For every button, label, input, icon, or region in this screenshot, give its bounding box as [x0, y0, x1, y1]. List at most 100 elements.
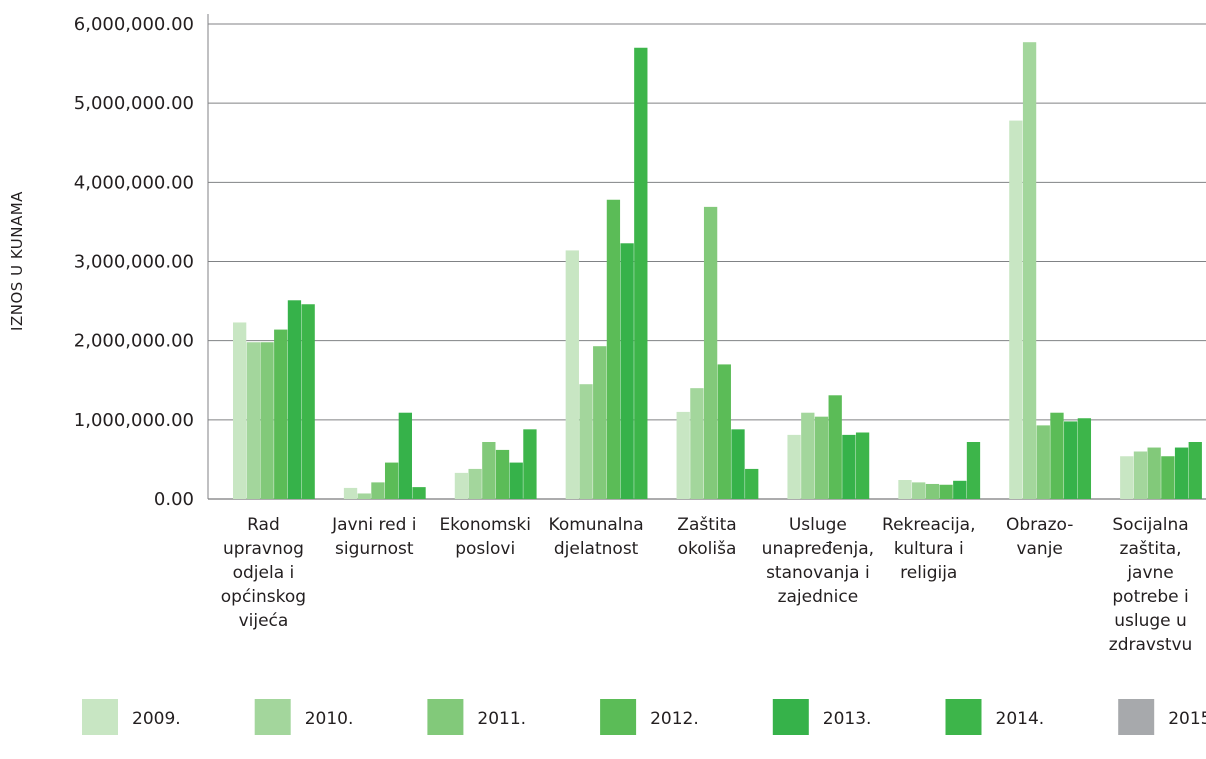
bar	[1161, 456, 1175, 499]
bar	[828, 395, 842, 499]
bar	[246, 342, 260, 499]
bar	[1077, 418, 1092, 499]
bar	[384, 462, 399, 499]
bar	[966, 442, 981, 499]
legend-swatch	[1118, 699, 1155, 735]
bar	[482, 442, 496, 499]
bar	[939, 484, 953, 499]
legend-swatch	[427, 699, 464, 735]
legend-label: 2011.	[477, 709, 526, 729]
category-label: unapređenja,	[762, 539, 874, 559]
bar	[1022, 42, 1037, 499]
legend-swatch	[945, 699, 982, 735]
y-tick-label: 1,000,000.00	[74, 410, 194, 431]
bar	[1050, 412, 1064, 499]
bar	[301, 304, 315, 499]
y-axis-label: IZNOS U KUNAMA	[8, 191, 26, 331]
legend-label: 2010.	[305, 709, 354, 729]
legend-label: 2013.	[823, 709, 872, 729]
category-label: potrebe i	[1112, 587, 1188, 607]
bar	[676, 411, 690, 499]
y-tick-label: 3,000,000.00	[74, 252, 194, 273]
category-label: zajednice	[778, 587, 859, 607]
bar	[357, 493, 371, 499]
bar	[1188, 442, 1202, 499]
bar	[233, 322, 247, 499]
bar	[274, 329, 288, 499]
legend-swatch	[254, 699, 291, 735]
bar	[371, 482, 385, 499]
bar	[287, 300, 302, 499]
category-label: upravnog	[223, 539, 304, 559]
bar	[898, 480, 912, 499]
bar	[745, 468, 759, 499]
category-label: vanje	[1016, 539, 1062, 559]
bar	[1120, 456, 1134, 499]
y-tick-label: 2,000,000.00	[74, 331, 194, 352]
bar	[593, 346, 607, 499]
x-axis-categories: Rad upravnog odjela i općinskog vijeća Javni …	[221, 515, 1193, 655]
legend-label: 2014.	[996, 709, 1045, 729]
category-label: Obrazo-	[1006, 515, 1073, 535]
legend-swatch	[772, 699, 809, 735]
bar	[495, 449, 510, 499]
category-label: religija	[900, 563, 957, 583]
category-label: usluge u	[1114, 611, 1187, 631]
category-label: zdravstvu	[1109, 635, 1193, 655]
category-label: poslovi	[455, 539, 515, 559]
bar	[412, 487, 426, 499]
y-tick-label: 0.00	[154, 489, 194, 510]
category-label: Javni red i	[331, 515, 416, 535]
bar	[842, 434, 856, 499]
legend-label: 2012.	[650, 709, 699, 729]
category-label: općinskog	[221, 587, 306, 607]
bar	[953, 480, 967, 499]
bar	[731, 429, 745, 499]
y-axis-ticks: 0.00 1,000,000.00 2,000,000.00 3,000,000.00…	[74, 14, 194, 510]
bars	[233, 42, 1202, 499]
category-label: okoliša	[678, 539, 737, 559]
category-label: Usluge	[789, 515, 847, 535]
legend-swatch	[600, 699, 637, 735]
bar	[855, 432, 870, 499]
category-label: djelatnost	[554, 539, 639, 559]
bar	[260, 342, 274, 499]
legend-swatch	[82, 699, 118, 735]
bar	[579, 384, 593, 499]
legend-label: 2009.	[132, 709, 181, 729]
bar	[454, 472, 469, 499]
y-tick-label: 5,000,000.00	[74, 93, 194, 114]
bar	[565, 250, 579, 499]
legend-label: 2015.	[1168, 709, 1206, 729]
category-label: javne	[1126, 563, 1173, 583]
category-label: Rad	[247, 515, 280, 535]
category-label: stanovanja i	[766, 563, 870, 583]
bar	[509, 462, 523, 499]
bar	[1147, 447, 1161, 499]
bar	[925, 483, 940, 499]
bar	[912, 482, 926, 499]
y-tick-label: 4,000,000.00	[74, 172, 194, 193]
category-label: kultura i	[894, 539, 964, 559]
category-label: sigurnost	[335, 539, 414, 559]
bar	[523, 429, 537, 499]
bar	[468, 468, 482, 499]
bar	[801, 412, 815, 499]
bar	[1009, 120, 1023, 499]
category-label: Komunalna	[549, 515, 644, 535]
bar	[1174, 447, 1189, 499]
bar	[620, 243, 634, 499]
category-label: Rekreacija,	[882, 515, 975, 535]
bar	[398, 412, 412, 499]
bar	[606, 199, 621, 499]
bar	[1036, 425, 1050, 499]
category-label: Zaštita	[677, 515, 736, 535]
bar	[703, 206, 718, 499]
bar	[690, 388, 704, 499]
bar	[634, 47, 648, 499]
category-label: Socijalna	[1112, 515, 1188, 535]
bar	[717, 364, 731, 499]
category-label: zaštita,	[1120, 539, 1182, 559]
bar	[787, 434, 801, 499]
